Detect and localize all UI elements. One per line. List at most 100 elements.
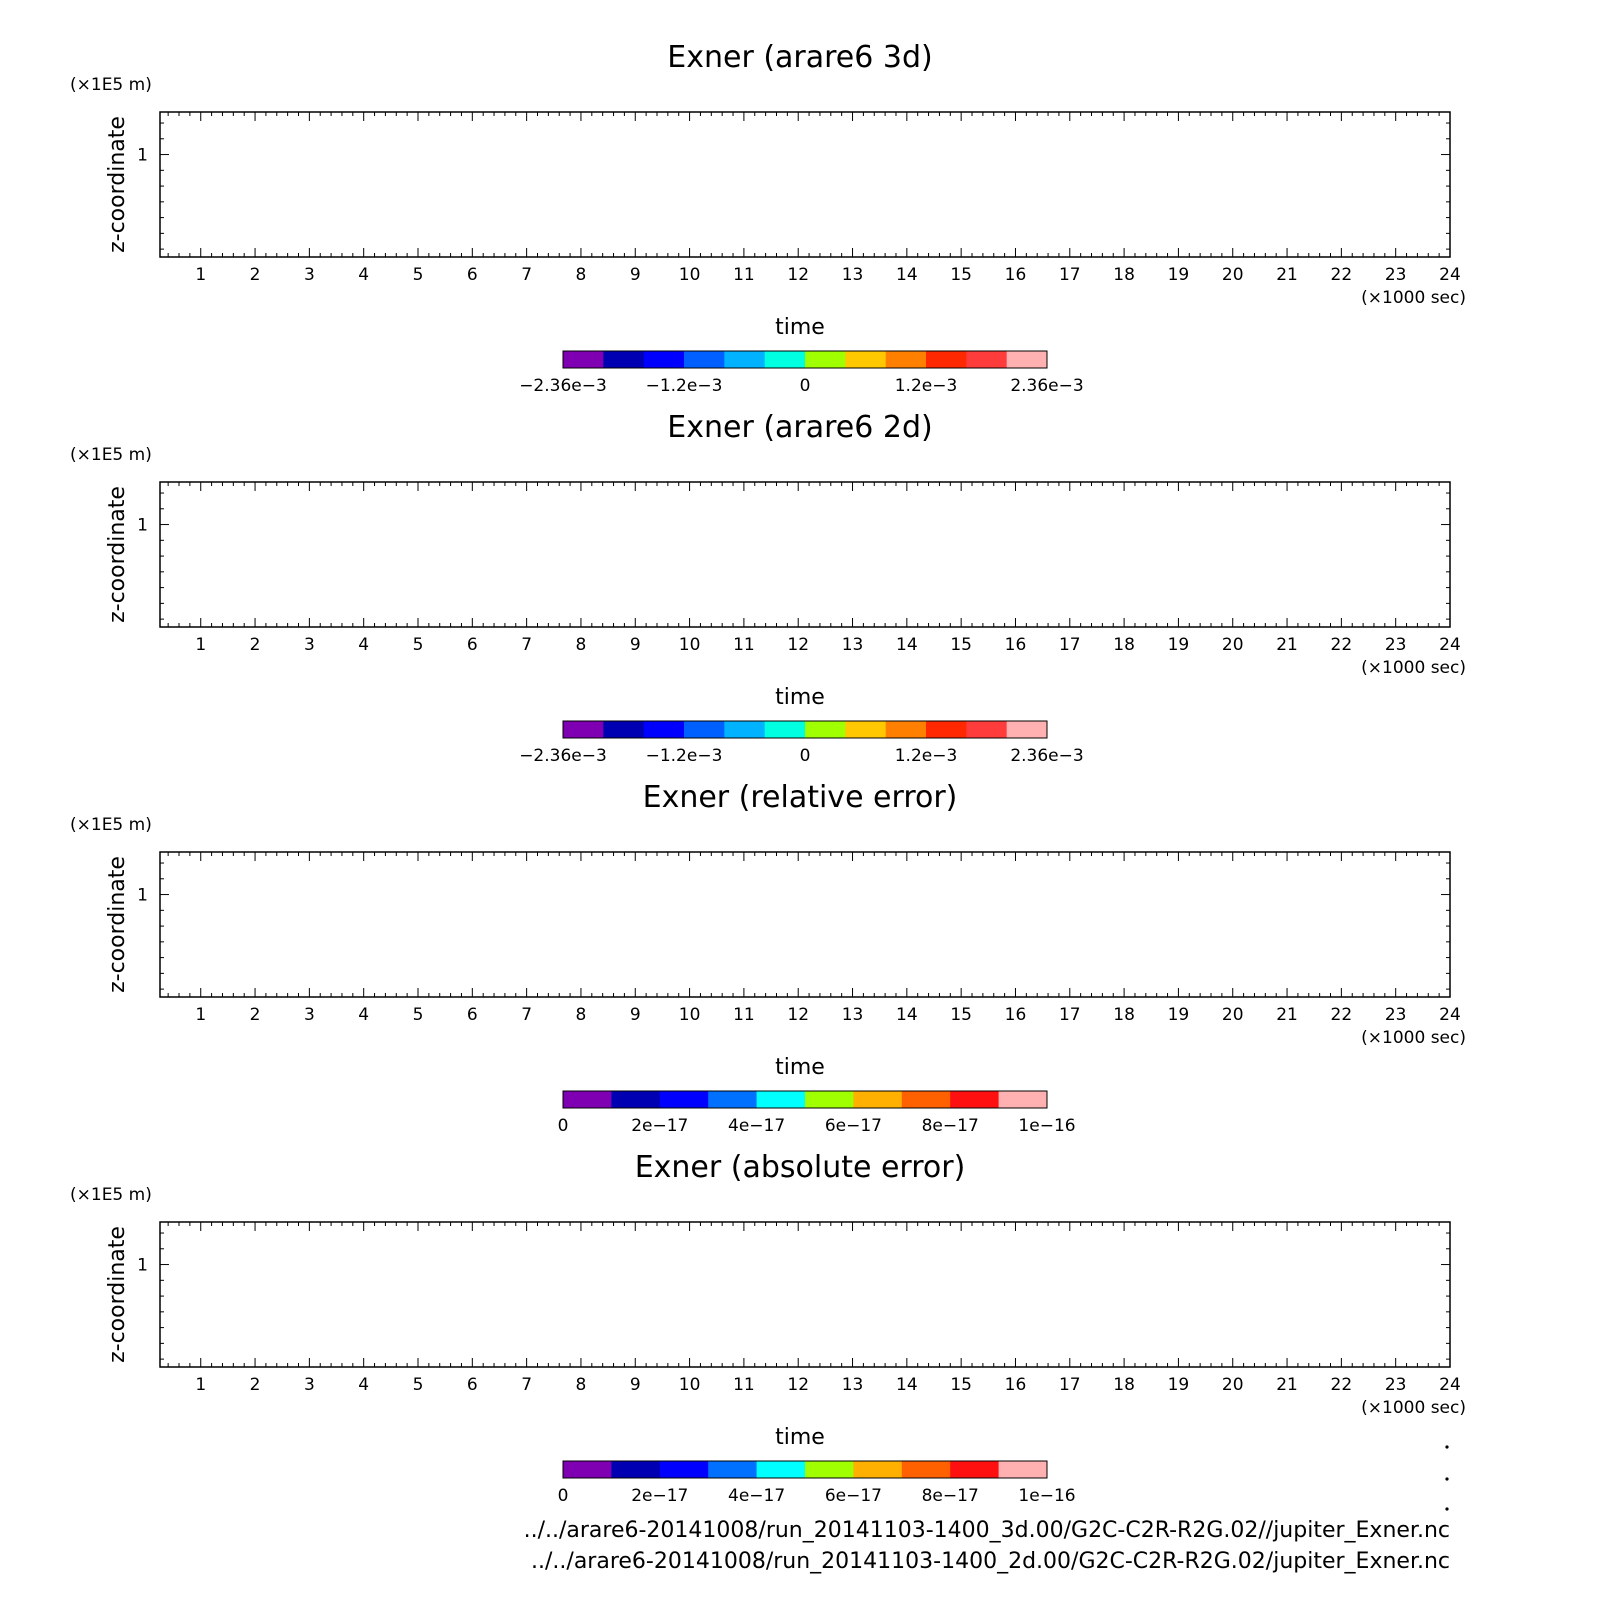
- x-tick-label: 16: [1005, 265, 1027, 285]
- x-tick-label: 15: [950, 1375, 972, 1395]
- colorbar-label: 2e−17: [631, 1486, 688, 1506]
- plot-frame: [159, 851, 1451, 998]
- x-tick-label: 13: [842, 265, 864, 285]
- colorbar-swatch: [684, 351, 725, 368]
- colorbar-swatch: [998, 1091, 1048, 1108]
- colorbar-swatch: [998, 1461, 1048, 1478]
- colorbar-label: 2.36e−3: [1010, 376, 1083, 396]
- x-axis-label: time: [775, 315, 825, 340]
- colorbar-label: 4e−17: [728, 1486, 785, 1506]
- colorbar-swatch: [563, 1461, 612, 1478]
- colorbar-swatch: [845, 721, 887, 738]
- x-tick-label: 21: [1276, 265, 1298, 285]
- x-tick-label: 18: [1113, 1375, 1135, 1395]
- colorbar-swatch: [708, 1091, 758, 1108]
- contour-region: [354, 526, 419, 553]
- x-tick-label: 17: [1059, 1005, 1081, 1025]
- colorbar-label: 4e−17: [728, 1116, 785, 1136]
- x-axis-label: time: [775, 1425, 825, 1450]
- colorbar-swatch: [805, 351, 846, 368]
- x-tick-label: 8: [576, 635, 587, 655]
- x-tick-label: 8: [576, 1375, 587, 1395]
- colorbar-frame: [562, 1460, 1048, 1479]
- colorbar-label: 6e−17: [825, 1116, 882, 1136]
- x-tick-label: 6: [467, 265, 478, 285]
- x-tick-label: 18: [1113, 1005, 1135, 1025]
- x-tick-label: 24: [1439, 1005, 1461, 1025]
- x-tick-label: 17: [1059, 265, 1081, 285]
- x-axis-label: time: [775, 1055, 825, 1080]
- y-tick-label: 1: [137, 516, 148, 536]
- x-tick-label: 14: [896, 265, 918, 285]
- x-tick-label: 20: [1222, 635, 1244, 655]
- y-axis-label: z-coordinate: [105, 856, 130, 993]
- contour-region: [160, 482, 1450, 595]
- colorbar-label: 1.2e−3: [895, 746, 958, 766]
- contour-region: [354, 156, 419, 183]
- colorbar-swatch: [805, 1091, 854, 1108]
- x-tick-label: 16: [1005, 1375, 1027, 1395]
- colorbar-swatch: [643, 351, 685, 368]
- colorbar-label: 1e−16: [1018, 1116, 1075, 1136]
- contour-region: [308, 482, 1450, 563]
- x-tick-label: 5: [413, 635, 424, 655]
- y-tick-label: 1: [137, 886, 148, 906]
- colorbar-swatch: [756, 1091, 806, 1108]
- colorbar-swatch: [563, 721, 604, 738]
- x-tick-label: 15: [950, 635, 972, 655]
- x-tick-label: 7: [521, 635, 532, 655]
- colorbar-swatch: [901, 1461, 951, 1478]
- colorbar-swatch: [885, 721, 927, 738]
- colorbar-swatch: [724, 721, 766, 738]
- x-tick-label: 9: [630, 1375, 641, 1395]
- panel-3: Exner (relative error) (×1E5 m) z-coordina…: [70, 780, 1466, 1136]
- x-tick-label: 11: [733, 1005, 755, 1025]
- colorbar-swatch: [901, 1091, 951, 1108]
- x-tick-label: 3: [304, 265, 315, 285]
- x-tick-label: 13: [842, 1375, 864, 1395]
- x-tick-label: 15: [950, 1005, 972, 1025]
- x-tick-label: 19: [1168, 265, 1190, 285]
- colorbar-frame: [562, 1090, 1048, 1109]
- x-tick-label: 13: [842, 1005, 864, 1025]
- colorbar-frame: [562, 350, 1048, 369]
- x-tick-label: 23: [1385, 1375, 1407, 1395]
- x-tick-label: 23: [1385, 265, 1407, 285]
- x-tick-label: 16: [1005, 635, 1027, 655]
- y-units-label: (×1E5 m): [70, 445, 152, 465]
- colorbar-label: 1.2e−3: [895, 376, 958, 396]
- x-tick-label: 3: [304, 1375, 315, 1395]
- x-tick-label: 5: [413, 1005, 424, 1025]
- contour-region: [160, 482, 1450, 627]
- contour-region: [753, 581, 1450, 627]
- x-tick-label: 4: [358, 265, 369, 285]
- contour-region: [160, 112, 1450, 225]
- plot-frame: [159, 481, 1451, 628]
- colorbar-label: 1e−16: [1018, 1486, 1075, 1506]
- x-tick-label: 21: [1276, 635, 1298, 655]
- contour-field: [160, 482, 1450, 627]
- contour-region: [792, 482, 1450, 518]
- colorbar-swatch: [659, 1461, 709, 1478]
- colorbar-label: 8e−17: [922, 1486, 979, 1506]
- contour-region: [315, 560, 399, 569]
- y-tick-label: 1: [137, 146, 148, 166]
- colorbar-label: 2.36e−3: [1010, 746, 1083, 766]
- contour-region: [341, 112, 1450, 170]
- x-tick-label: 6: [467, 1375, 478, 1395]
- colorbar-swatch: [724, 351, 766, 368]
- colorbar-swatch: [764, 721, 806, 738]
- x-tick-label: 9: [630, 635, 641, 655]
- contour-region: [308, 112, 1450, 193]
- colorbar-swatch: [885, 351, 927, 368]
- x-tick-label: 14: [896, 635, 918, 655]
- colorbar-swatch: [708, 1461, 758, 1478]
- colorbar: 0 2e−17 4e−17 6e−17 8e−17 1e−16: [558, 1460, 1076, 1506]
- y-axis-label: z-coordinate: [105, 1226, 130, 1363]
- colorbar-swatch: [563, 1091, 612, 1108]
- x-tick-label: 2: [250, 1375, 261, 1395]
- colorbar-swatch: [845, 351, 887, 368]
- x-tick-label: 1: [195, 1005, 206, 1025]
